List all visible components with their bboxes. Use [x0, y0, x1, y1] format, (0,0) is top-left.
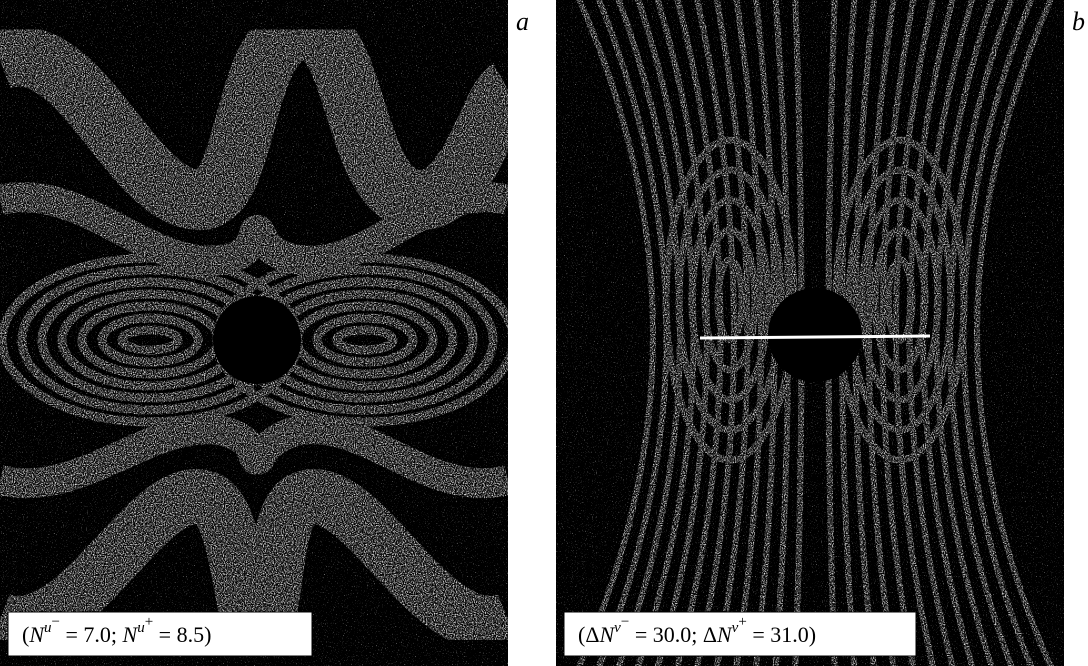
panel-label: a — [516, 7, 529, 36]
caption-text: = 7.0; — [60, 622, 123, 647]
caption-superscript: − — [621, 614, 629, 630]
panel-label: b — [1072, 7, 1085, 36]
caption-superscript: u — [44, 620, 52, 636]
crack — [700, 336, 930, 338]
caption-text: = 8.5) — [153, 622, 211, 647]
caption-symbol: N — [716, 622, 733, 647]
caption-symbol: N — [28, 622, 45, 647]
caption-text: ( — [22, 622, 29, 647]
figure: a b (Nu− = 7.0; Nu+ = 8.5) (ΔNv− = 30.0;… — [0, 0, 1088, 666]
page: a b (Nu− = 7.0; Nu+ = 8.5) (ΔNv− = 30.0;… — [0, 0, 1088, 666]
caption-text: (Δ — [578, 622, 599, 647]
hole — [768, 288, 862, 382]
caption-text: = 30.0; Δ — [629, 622, 717, 647]
hole — [213, 296, 301, 384]
caption-text: = 31.0) — [747, 622, 816, 647]
caption-symbol: N — [598, 622, 615, 647]
caption-superscript: + — [738, 614, 746, 630]
caption-superscript: − — [52, 614, 60, 630]
caption-superscript: u — [137, 620, 145, 636]
caption-superscript: + — [145, 614, 153, 630]
caption-symbol: N — [122, 622, 139, 647]
